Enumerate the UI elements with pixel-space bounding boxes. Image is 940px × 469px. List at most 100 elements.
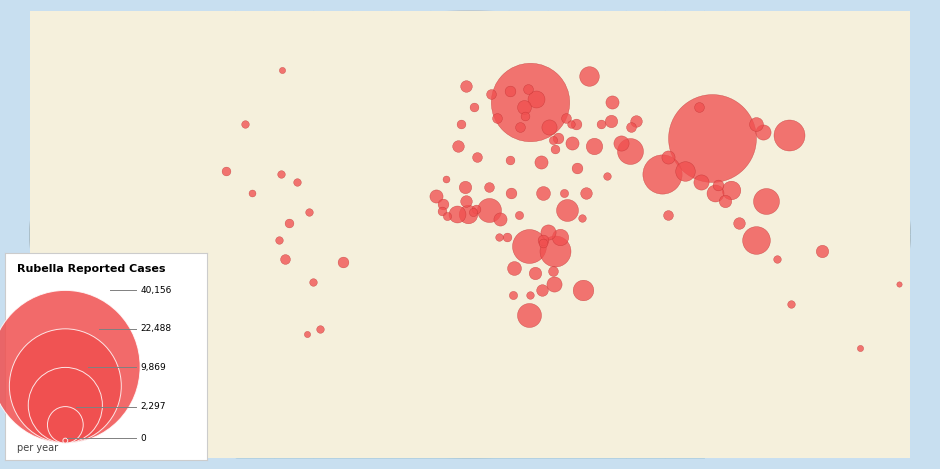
Circle shape [47,407,84,443]
Point [564,120,579,128]
Circle shape [9,329,121,443]
Point [482,184,497,191]
Point [521,85,536,92]
Point [570,164,585,172]
Point [694,178,709,186]
Point [553,234,568,241]
Point [492,234,507,241]
Point [459,82,474,90]
Point [499,234,514,241]
Point [550,134,565,141]
Point [503,156,518,164]
Point [522,311,537,318]
Point [853,344,868,352]
Point [511,212,526,219]
Point [536,236,551,244]
Point [507,264,522,272]
Point [504,189,519,197]
Point [541,123,556,130]
Point [560,206,575,213]
Point [300,331,315,338]
Point [502,88,517,95]
Text: 22,488: 22,488 [140,325,171,333]
Point [483,90,498,98]
Point [569,120,584,128]
Point [523,98,538,106]
Point [705,134,720,141]
Point [891,280,906,288]
Point [546,136,561,144]
Point [548,247,563,255]
Point [654,170,669,177]
Point [312,325,327,333]
Text: 40,156: 40,156 [140,286,171,295]
Point [556,189,572,197]
Point [535,189,550,197]
Point [528,96,543,103]
Point [547,280,562,288]
Point [438,175,453,183]
Point [661,153,676,161]
Point [521,242,536,250]
Text: Rubella Reported Cases: Rubella Reported Cases [17,264,165,273]
Point [336,258,351,266]
Point [460,210,475,218]
Point [535,286,550,294]
Point [512,123,527,130]
Point [306,278,321,285]
Point [536,239,551,247]
Point [770,256,785,263]
Point [274,170,289,177]
Point [467,104,482,111]
Ellipse shape [30,11,910,458]
Point [468,205,483,212]
Point [623,123,638,130]
Point [540,228,556,235]
Point [582,72,597,79]
Point [565,139,580,147]
Point [518,112,533,119]
Point [784,300,799,308]
Point [506,292,521,299]
Point [814,247,829,255]
Point [434,207,449,215]
Point [451,142,466,150]
Point [439,213,454,220]
Point [599,173,614,180]
Point [593,120,608,128]
Point [622,148,637,155]
Point [781,131,796,138]
Point [523,292,538,299]
Point [534,159,549,166]
Point [449,210,464,218]
Point [614,139,629,147]
Point [724,187,739,194]
Point [517,104,532,111]
Point [759,197,774,205]
Point [586,142,601,150]
Point [465,209,480,216]
Point [459,197,474,205]
Point [604,98,619,106]
Point [244,189,259,197]
Point [629,117,644,125]
Point [274,67,290,74]
Point [458,184,473,191]
Point [272,236,287,244]
Text: 2,297: 2,297 [140,402,165,411]
Point [660,212,675,219]
Point [528,270,543,277]
Point [493,216,508,223]
Point [436,200,451,208]
Point [237,120,252,128]
Circle shape [0,290,140,443]
Point [711,181,726,189]
Point [558,114,573,122]
Point [575,286,590,294]
Point [748,236,763,244]
Point [691,104,706,111]
Point [678,167,693,174]
Point [717,197,732,205]
Point [277,256,292,263]
Point [749,120,764,128]
